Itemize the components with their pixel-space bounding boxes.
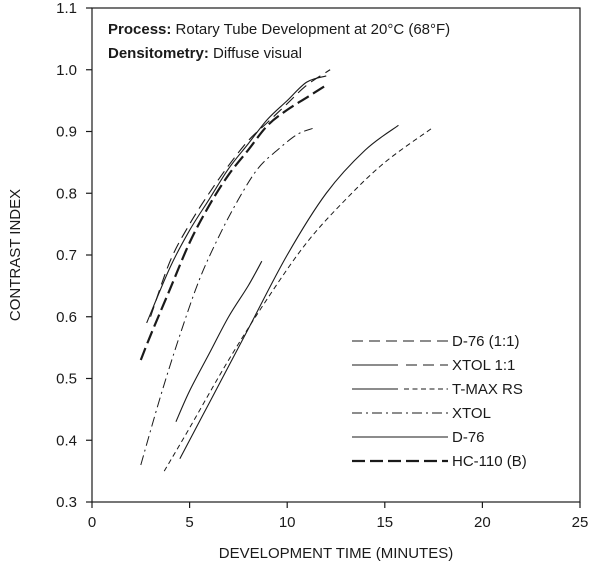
y-tick-label: 0.6 (56, 309, 77, 326)
y-tick-label: 0.3 (56, 494, 77, 511)
legend-label: T-MAX RS (452, 381, 523, 398)
series-lines (139, 69, 432, 472)
series-line-6 (139, 84, 327, 361)
x-tick-label: 0 (88, 514, 96, 531)
series-line-3 (179, 124, 399, 460)
x-tick-label: 5 (185, 514, 193, 531)
info-line: Process: Rotary Tube Development at 20°C… (108, 21, 450, 38)
series-line-1 (150, 69, 331, 317)
info-label: Densitometry: (108, 45, 209, 62)
axes: 0 5 10 15 20 25 0.3 0.4 0.5 0.6 0.7 0.8 0.9 1.0 1.1 (56, 0, 588, 531)
x-tick-label: 10 (279, 514, 296, 531)
y-tick-label: 1.0 (56, 62, 77, 79)
series-line-2 (146, 75, 327, 324)
plot-frame (91, 7, 581, 503)
process-info: Process: Rotary Tube Development at 20°C… (108, 21, 450, 62)
info-line: Densitometry: Diffuse visual (108, 45, 302, 62)
y-tick-label: 0.7 (56, 247, 77, 264)
legend-label: XTOL 1:1 (452, 357, 515, 374)
series-line-5 (175, 260, 263, 422)
legend: D-76 (1:1) XTOL 1:1 T-MAX RS XTOL D-76 HC-110… (352, 333, 527, 470)
y-axis-title: CONTRAST INDEX (7, 189, 24, 321)
y-tick-label: 0.8 (56, 185, 77, 202)
legend-label: XTOL (452, 405, 491, 422)
x-tick-label: 15 (376, 514, 393, 531)
legend-label: D-76 (1:1) (452, 333, 520, 350)
legend-label: D-76 (452, 429, 485, 446)
legend-label: HC-110 (B) (452, 453, 527, 470)
info-label: Process: (108, 21, 171, 38)
y-tick-label: 1.1 (56, 0, 77, 17)
y-tick-label: 0.9 (56, 124, 77, 141)
series-line-4 (140, 127, 313, 466)
info-value: Rotary Tube Development at 20°C (68°F) (171, 21, 450, 38)
x-tick-label: 25 (572, 514, 589, 531)
x-tick-label: 20 (474, 514, 491, 531)
y-tick-label: 0.4 (56, 432, 77, 449)
info-value: Diffuse visual (209, 45, 302, 62)
series-line-7 (163, 128, 432, 472)
x-axis-title: DEVELOPMENT TIME (MINUTES) (219, 545, 453, 562)
y-tick-label: 0.5 (56, 371, 77, 388)
